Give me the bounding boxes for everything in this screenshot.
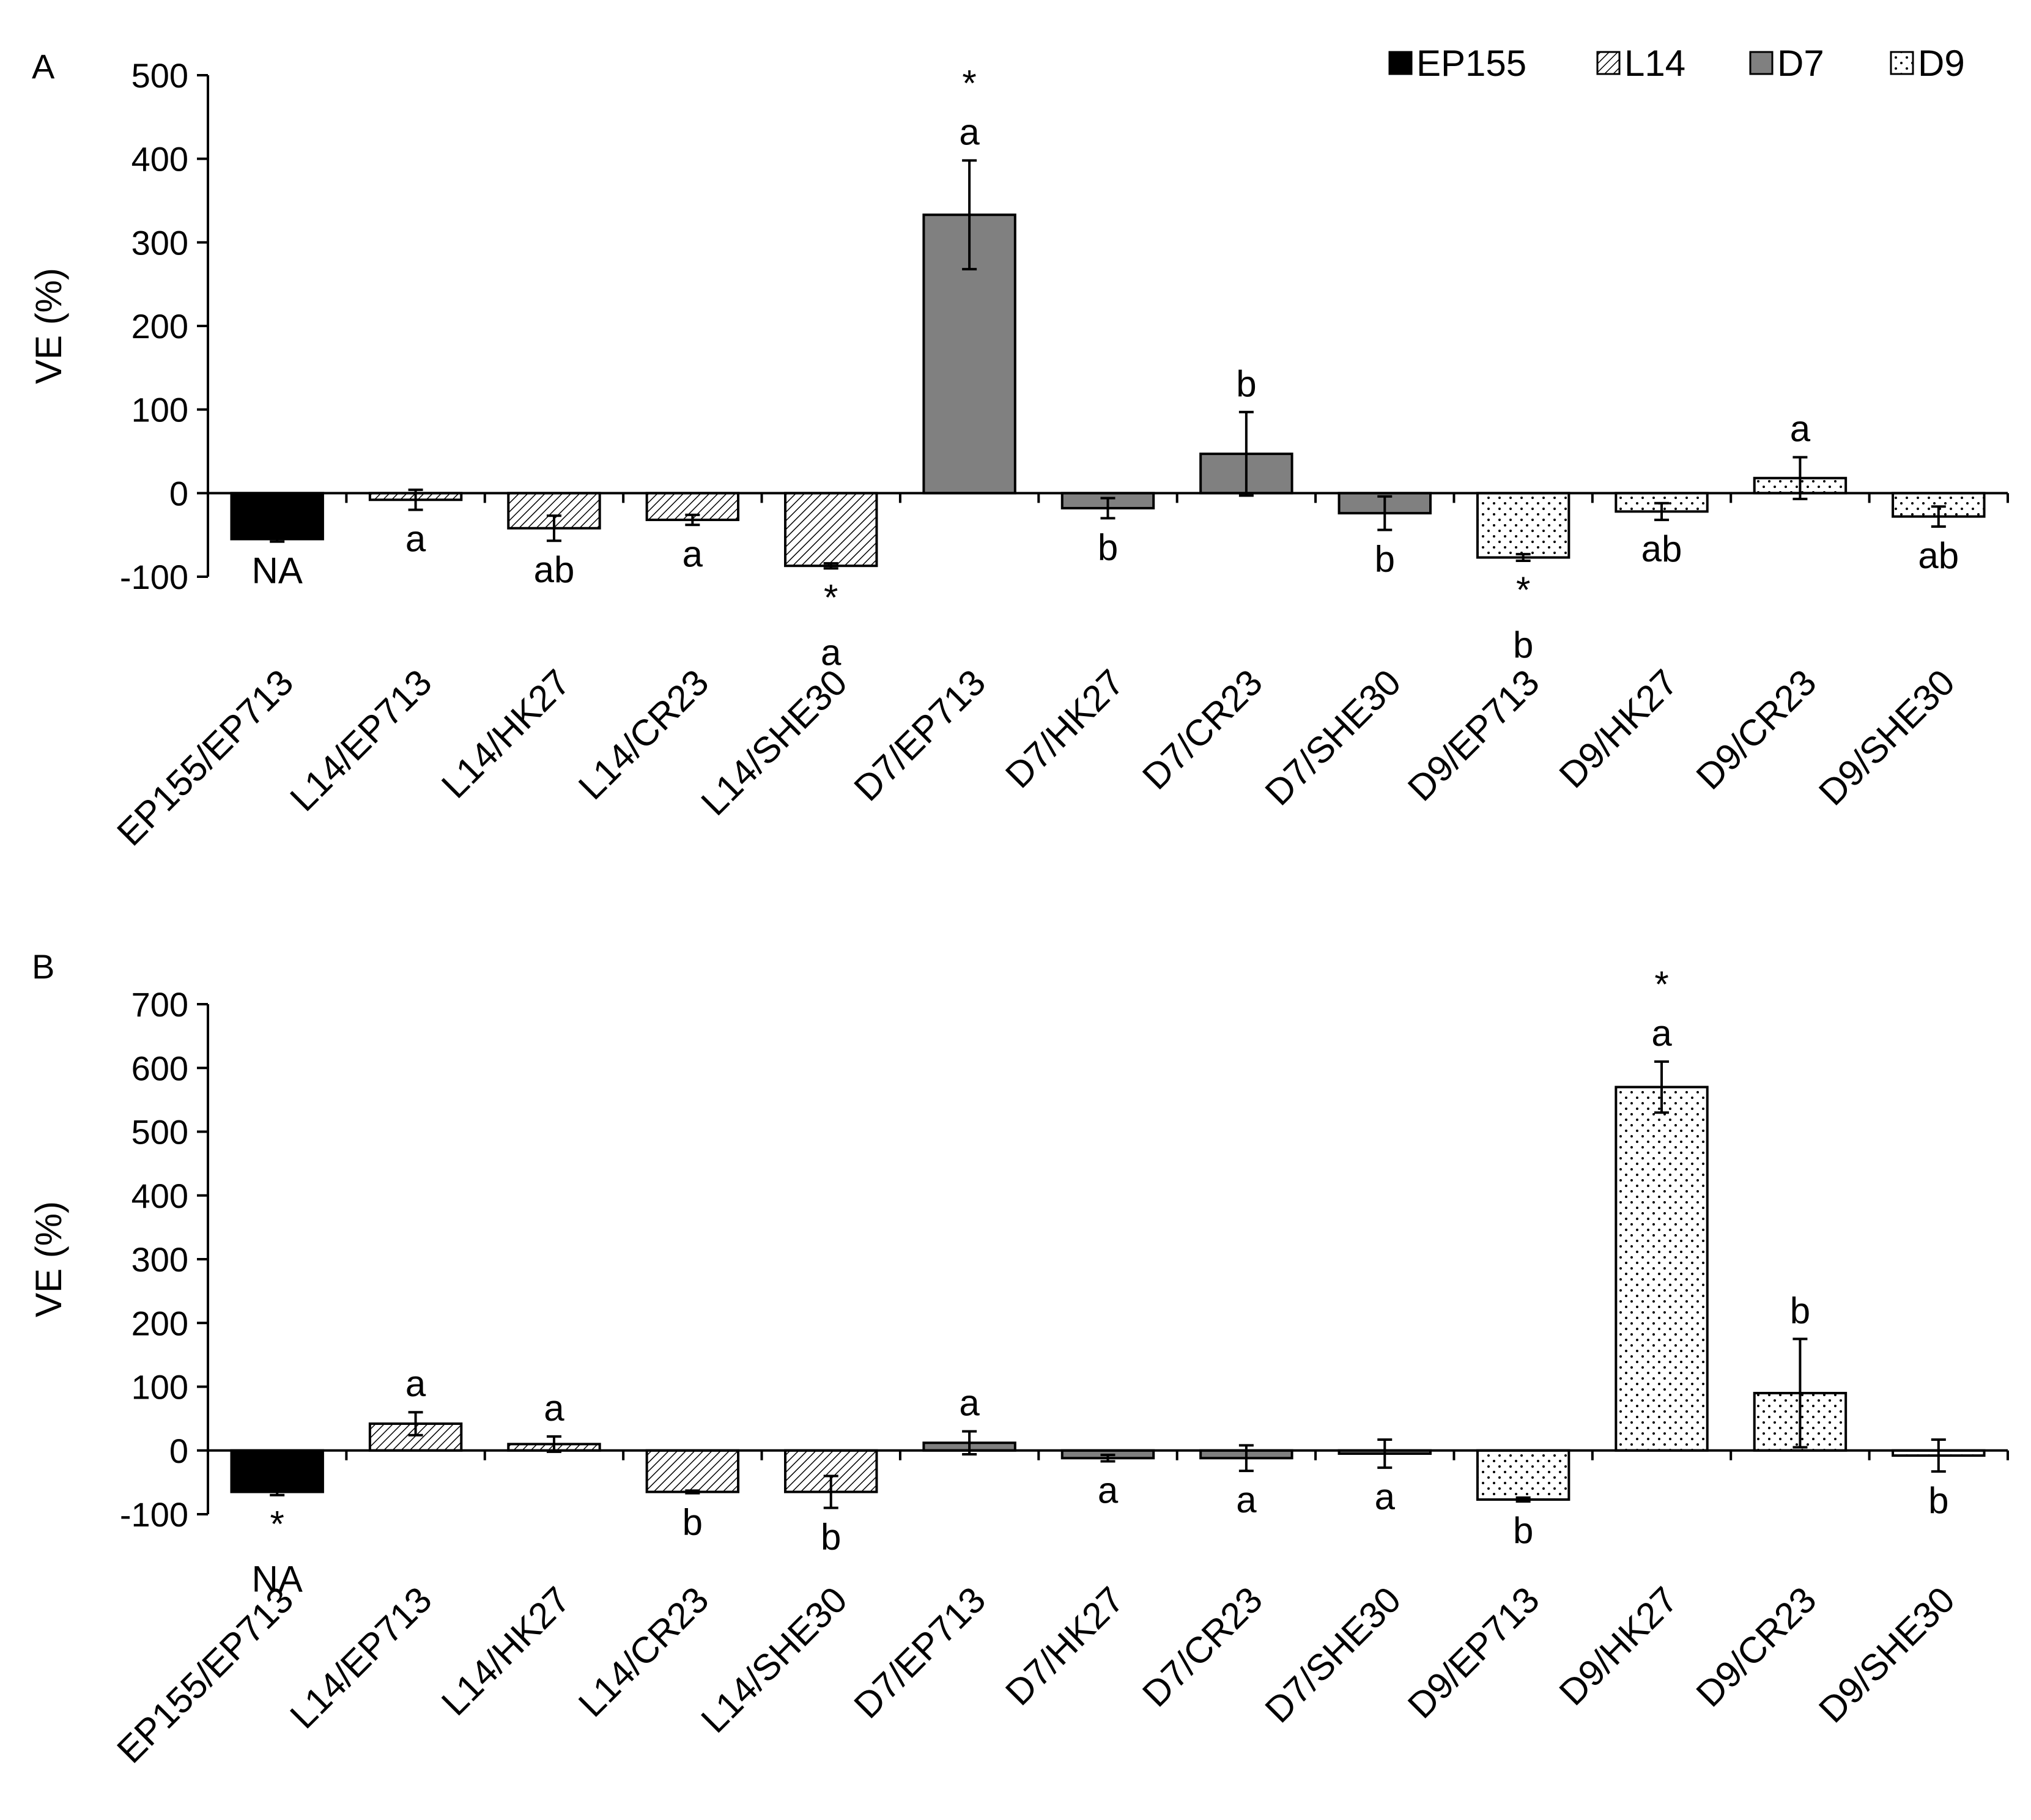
- x-category-label: L14/SHE30: [694, 1579, 855, 1740]
- significance-star: *: [270, 1504, 284, 1545]
- x-category-label: EP155/EP713: [109, 1579, 301, 1771]
- x-category-label: EP155/EP713: [109, 662, 301, 854]
- significance-letter: b: [683, 1502, 703, 1543]
- legend-swatch-ep155: [1388, 51, 1413, 75]
- x-category-label: D7/SHE30: [1257, 1579, 1409, 1731]
- x-category-label: L14/HK27: [434, 1579, 578, 1723]
- significance-letter: ab: [1918, 535, 1959, 576]
- significance-letter: a: [1236, 1479, 1257, 1520]
- y-tick-label: 200: [131, 307, 188, 346]
- legend-swatch-d7: [1749, 51, 1774, 75]
- x-category-label: D9/CR23: [1689, 1579, 1824, 1715]
- y-tick-label: 0: [169, 1432, 188, 1470]
- bar-d9-ep713: [1476, 492, 1570, 559]
- significance-letter: a: [544, 1388, 564, 1429]
- significance-letter: b: [1098, 527, 1118, 568]
- significance-letter: a: [1375, 1476, 1396, 1517]
- bar-l14-cr23: [645, 1449, 740, 1493]
- significance-letter: b: [1513, 1510, 1533, 1551]
- legend-label-ep155: EP155: [1416, 43, 1526, 84]
- x-category-label: D9/EP713: [1400, 1579, 1547, 1726]
- bar-ep155-ep713: [230, 492, 324, 541]
- x-category-label: L14/EP713: [282, 1579, 439, 1736]
- x-category-label: L14/EP713: [282, 662, 439, 819]
- x-category-label: L14/CR23: [571, 662, 716, 807]
- significance-letter: NA: [252, 550, 303, 591]
- y-tick-label: 600: [131, 1049, 188, 1087]
- x-category-label: D7/CR23: [1134, 662, 1270, 797]
- y-tick-label: 100: [131, 1368, 188, 1407]
- x-category-label: D7/CR23: [1134, 1579, 1270, 1715]
- y-tick-label: 400: [131, 1177, 188, 1215]
- legend-label-d7: D7: [1777, 43, 1824, 84]
- y-axis-title: VE (%): [28, 268, 69, 384]
- legend-swatch-d9: [1890, 51, 1914, 75]
- chart-panel-a: -100 0 100 200 300 400 500 VE (%) NA EP155/EP713 a…: [28, 56, 2009, 854]
- legend: EP155 L14 D7 D9: [1388, 43, 1965, 84]
- legend-label-d9: D9: [1918, 43, 1965, 84]
- significance-letter: b: [1375, 538, 1395, 579]
- x-category-label: D7/EP713: [846, 662, 994, 809]
- y-tick-label: -100: [120, 558, 188, 596]
- legend-label-l14: L14: [1624, 43, 1685, 84]
- significance-letter: ab: [534, 549, 575, 590]
- significance-letter: a: [1790, 409, 1811, 449]
- x-category-label: D9/HK27: [1552, 662, 1686, 796]
- y-tick-label: 200: [131, 1304, 188, 1342]
- x-category-label: D9/SHE30: [1811, 1579, 1963, 1731]
- x-category-label: D7/SHE30: [1257, 662, 1409, 813]
- x-category-label: D9/CR23: [1689, 662, 1824, 797]
- y-tick-label: 400: [131, 140, 188, 179]
- significance-letter: NA: [252, 1559, 303, 1600]
- significance-letter: a: [405, 519, 426, 560]
- significance-letter: b: [1928, 1480, 1948, 1521]
- panel-letter-b: B: [32, 947, 54, 986]
- x-category-label: L14/CR23: [571, 1579, 716, 1725]
- legend-swatch-l14: [1596, 51, 1621, 75]
- significance-letter: b: [1236, 363, 1256, 404]
- significance-letter: b: [1513, 624, 1533, 665]
- x-category-label: L14/SHE30: [694, 662, 855, 823]
- y-tick-label: 0: [169, 474, 188, 512]
- x-category-label: D7/EP713: [846, 1579, 994, 1726]
- significance-letter: b: [821, 1517, 841, 1558]
- x-category-label: D9/EP713: [1400, 662, 1547, 809]
- significance-star: *: [1654, 964, 1668, 1005]
- x-category-label: D9/HK27: [1552, 1579, 1686, 1714]
- bar-ep155-ep713: [230, 1449, 324, 1493]
- significance-letter: a: [959, 1382, 980, 1423]
- y-tick-label: -100: [120, 1495, 188, 1534]
- significance-letter: b: [1790, 1290, 1810, 1331]
- bar-d9-ep713: [1476, 1449, 1570, 1501]
- y-tick-label: 700: [131, 985, 188, 1024]
- bar-d9-hk27: [1615, 1086, 1709, 1452]
- significance-star: *: [824, 577, 838, 618]
- y-tick-label: 500: [131, 1113, 188, 1152]
- y-tick-label: 500: [131, 56, 188, 95]
- y-tick-label: 100: [131, 391, 188, 429]
- panel-letter-a: A: [32, 47, 55, 86]
- significance-letter: a: [1651, 1013, 1672, 1054]
- chart-panel-b: -100 0 100 200 300 400 500 600 700 VE (%) * NAEP155…: [28, 964, 2009, 1771]
- significance-letter: ab: [1641, 528, 1682, 569]
- x-category-label: L14/HK27: [434, 662, 578, 806]
- y-tick-label: 300: [131, 1240, 188, 1279]
- x-category-label: D7/HK27: [997, 662, 1132, 796]
- significance-star: *: [1516, 569, 1530, 610]
- significance-letter: a: [959, 111, 980, 152]
- y-axis-title: VE (%): [28, 1201, 69, 1317]
- x-category-label: D9/SHE30: [1811, 662, 1963, 813]
- significance-letter: a: [821, 632, 842, 673]
- significance-letter: a: [1098, 1470, 1119, 1511]
- y-tick-label: 300: [131, 223, 188, 262]
- significance-letter: a: [405, 1363, 426, 1404]
- x-category-label: D7/HK27: [997, 1579, 1132, 1714]
- significance-letter: a: [683, 533, 703, 574]
- bar-l14-she30: [784, 492, 878, 568]
- significance-star: *: [962, 62, 976, 103]
